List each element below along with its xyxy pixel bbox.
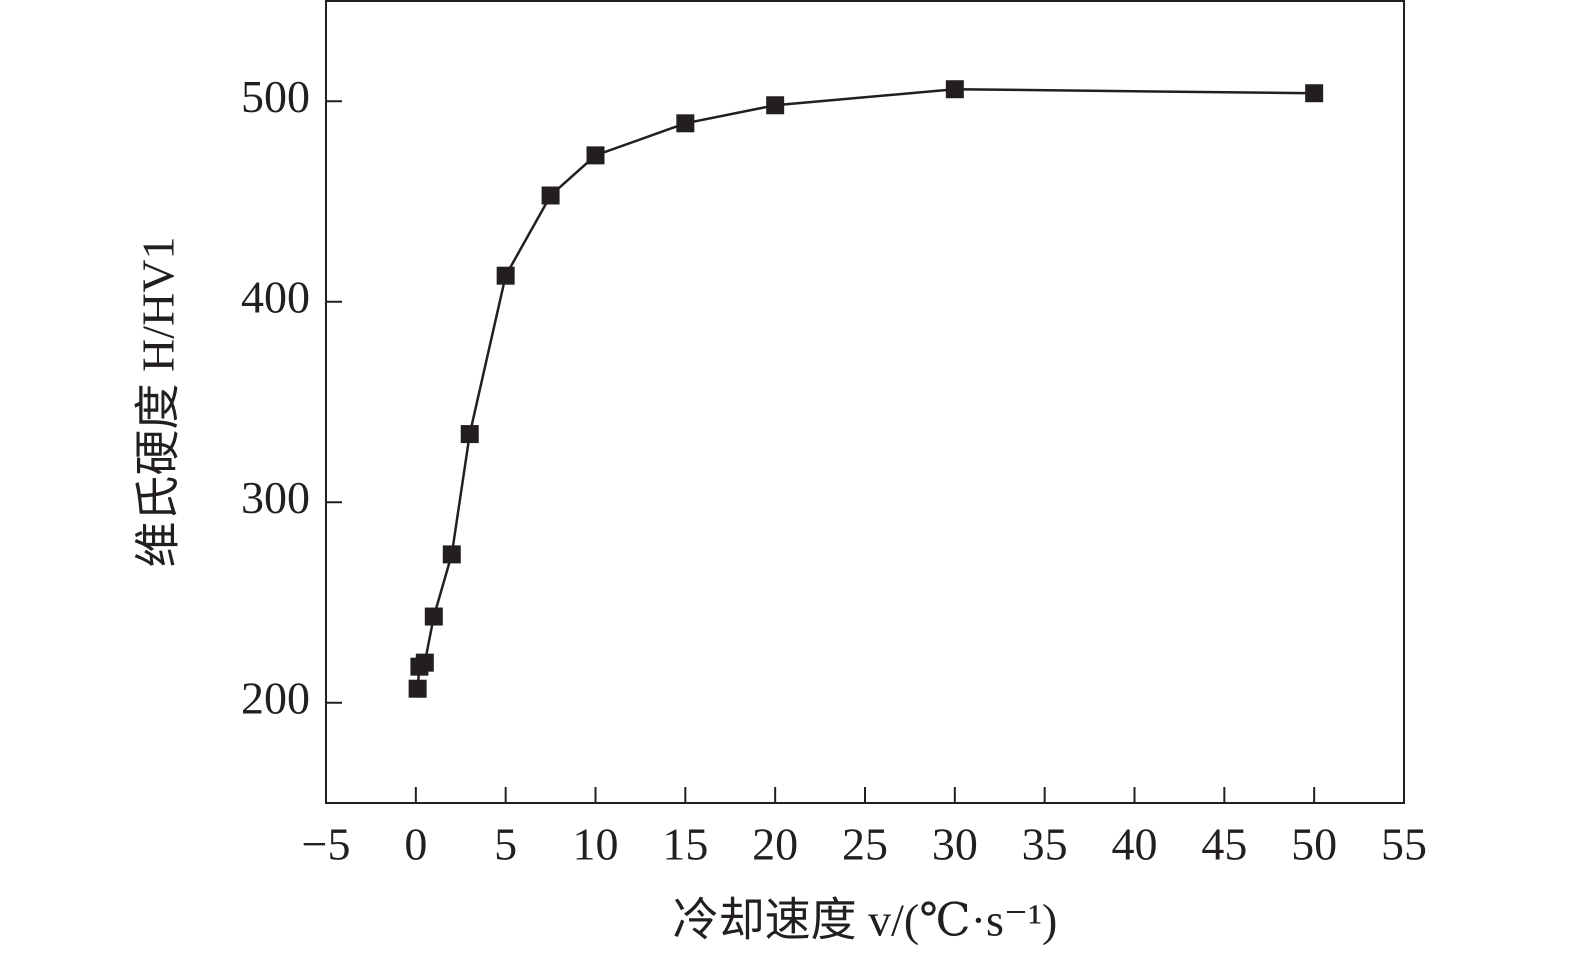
data-point: [408, 679, 427, 698]
x-tick-label: 25: [842, 819, 888, 870]
x-tick-label: 15: [662, 819, 708, 870]
data-point: [424, 607, 443, 626]
x-tick-label: −5: [302, 819, 351, 870]
y-tick-label: 500: [241, 71, 310, 122]
y-axis-label: 维氏硬度 H/HV1: [133, 237, 184, 568]
y-tick-label: 200: [241, 672, 310, 723]
x-tick-label: 0: [404, 819, 427, 870]
data-point: [586, 146, 605, 165]
data-point: [460, 425, 479, 444]
data-point: [1305, 84, 1324, 103]
y-tick-label: 300: [241, 472, 310, 523]
plot-frame: [325, 0, 1405, 804]
x-tick-label: 5: [494, 819, 517, 870]
x-tick-label: 10: [573, 819, 619, 870]
x-tick-label: 55: [1381, 819, 1427, 870]
x-tick-label: 45: [1201, 819, 1247, 870]
x-tick-label: 20: [752, 819, 798, 870]
series-line: [416, 87, 1315, 689]
data-point: [442, 545, 461, 564]
y-tick-label: 400: [241, 271, 310, 322]
data-point: [945, 80, 964, 99]
data-point: [415, 653, 434, 672]
x-tick-label: 35: [1022, 819, 1068, 870]
data-point: [676, 114, 695, 133]
data-point: [496, 266, 515, 285]
x-tick-label: 30: [932, 819, 978, 870]
x-tick-label: 50: [1291, 819, 1337, 870]
data-point: [766, 96, 785, 115]
x-axis-label: 冷却速度 v/(℃·s⁻¹): [673, 895, 1058, 946]
data-point: [541, 186, 560, 205]
x-tick-label: 40: [1112, 819, 1158, 870]
